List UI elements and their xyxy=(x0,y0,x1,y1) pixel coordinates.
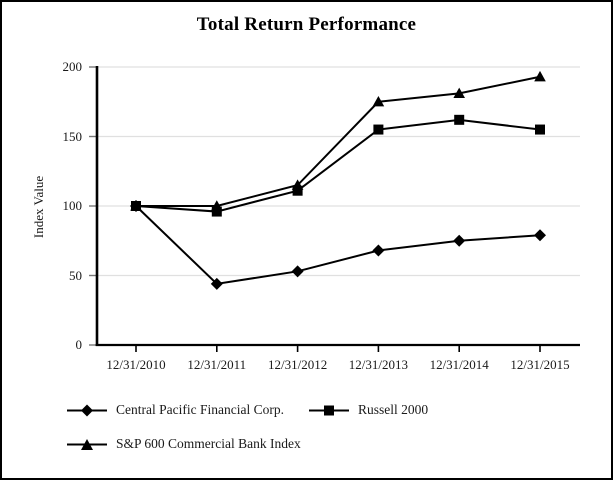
y-tick-label: 100 xyxy=(62,198,83,213)
chart-title: Total Return Performance xyxy=(196,14,417,35)
data-point-marker xyxy=(372,244,385,257)
y-tick-label: 50 xyxy=(69,267,82,283)
x-tick-label: 12/31/2010 xyxy=(106,357,166,372)
data-point-marker xyxy=(291,179,304,190)
data-point-marker xyxy=(453,234,466,247)
data-point-marker xyxy=(130,200,142,211)
square-marker-icon xyxy=(309,405,349,415)
data-point-marker xyxy=(211,206,222,217)
data-point-marker xyxy=(372,95,385,107)
x-tick-label: 12/31/2014 xyxy=(429,357,489,372)
series-line-triangle xyxy=(136,75,541,207)
data-point-marker xyxy=(453,87,465,99)
legend-item-russell-2000: Russell 2000 xyxy=(309,402,429,417)
triangle-marker-icon xyxy=(67,438,107,450)
y-tick-label: 200 xyxy=(62,59,83,74)
legend-label: Central Pacific Financial Corp. xyxy=(116,402,284,417)
series-line-square xyxy=(135,118,541,213)
data-point-marker xyxy=(534,229,546,242)
legend-item-sp600-bank-index: S&P 600 Commercial Bank Index xyxy=(67,436,301,451)
y-tick-label: 0 xyxy=(75,337,83,352)
data-point-marker xyxy=(534,70,546,82)
data-point-marker xyxy=(292,185,303,196)
series-line-diamond xyxy=(135,205,541,285)
data-point-marker xyxy=(373,124,384,135)
y-tick-label: 150 xyxy=(62,128,83,144)
data-point-marker xyxy=(211,200,223,211)
data-point-marker xyxy=(535,124,545,135)
data-point-marker xyxy=(291,265,304,278)
x-tick-label: 12/31/2011 xyxy=(187,357,247,372)
x-tick-label: 12/31/2012 xyxy=(267,357,328,372)
data-point-marker xyxy=(454,114,465,125)
x-tick-label: 12/31/2015 xyxy=(510,357,570,372)
legend-label: Russell 2000 xyxy=(358,402,429,417)
diamond-marker-icon xyxy=(67,404,107,416)
data-point-marker xyxy=(210,277,223,290)
legend-label: S&P 600 Commercial Bank Index xyxy=(116,436,301,451)
x-tick-label: 12/31/2013 xyxy=(348,357,408,372)
legend-item-central-pacific: Central Pacific Financial Corp. xyxy=(67,402,284,417)
